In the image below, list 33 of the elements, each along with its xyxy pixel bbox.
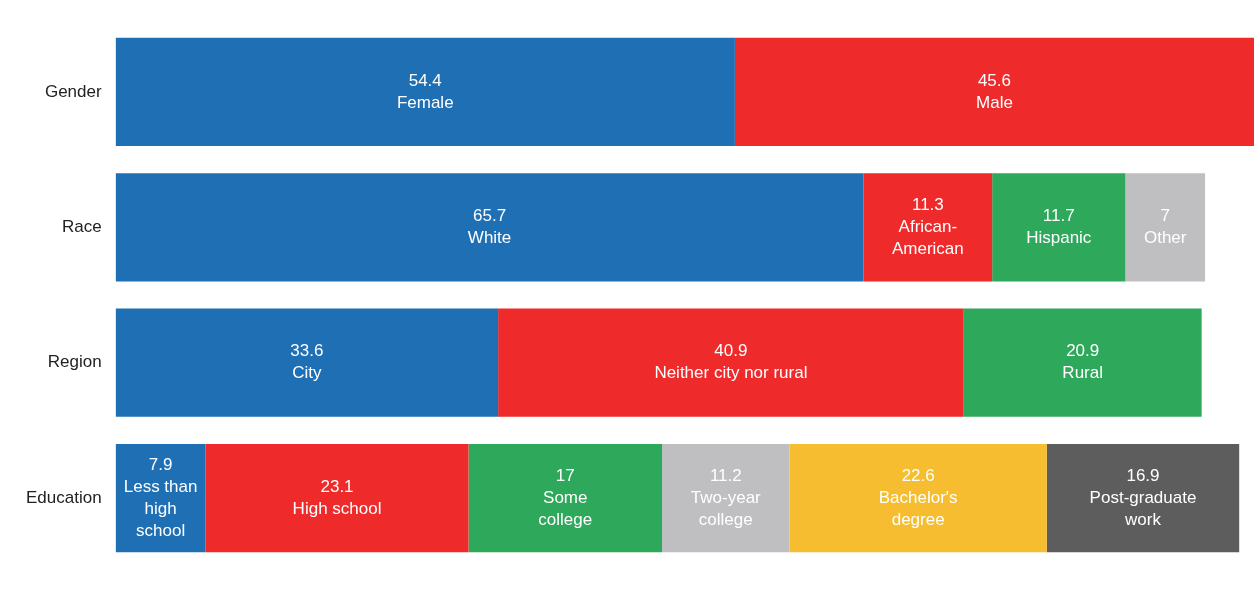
bar	[205, 443, 469, 553]
data-label: 7 Other	[1143, 205, 1187, 247]
bar	[863, 173, 993, 282]
bar	[662, 443, 790, 553]
data-label: 40.9 Neither city nor rural	[654, 341, 808, 383]
data-label: 11.7 Hispanic	[1026, 205, 1092, 247]
data-label: 33.6 City	[290, 341, 324, 383]
data-label: 65.7 White	[467, 205, 512, 247]
bar	[498, 308, 964, 417]
data-label: 22.6 Bachelor's degree	[878, 465, 958, 529]
bar	[789, 443, 1047, 553]
bar	[115, 173, 864, 282]
bar	[115, 37, 735, 147]
data-label: 7.9 Less than high school	[123, 454, 198, 540]
y-tick-label: Region	[47, 352, 102, 372]
data-label: 11.3 African- American	[891, 194, 964, 258]
data-label: 17 Some college	[538, 465, 593, 529]
y-tick-label: Education	[25, 487, 102, 507]
y-tick-label: Race	[61, 216, 102, 236]
bar	[992, 173, 1126, 282]
bar	[734, 37, 1254, 147]
data-label: 11.2 Two-year college	[690, 465, 762, 529]
bar	[468, 443, 663, 553]
bar	[115, 308, 499, 417]
data-label: 23.1 High school	[292, 476, 382, 518]
bar	[1125, 173, 1206, 282]
data-label: 54.4 Female	[396, 70, 454, 112]
data-label: 20.9 Rural	[1062, 341, 1103, 383]
bar	[1046, 443, 1240, 553]
data-label: 45.6 Male	[976, 70, 1013, 112]
bar	[963, 308, 1202, 417]
y-tick-label: Gender	[44, 81, 102, 101]
data-label: 16.9 Post-graduate work	[1089, 465, 1197, 529]
